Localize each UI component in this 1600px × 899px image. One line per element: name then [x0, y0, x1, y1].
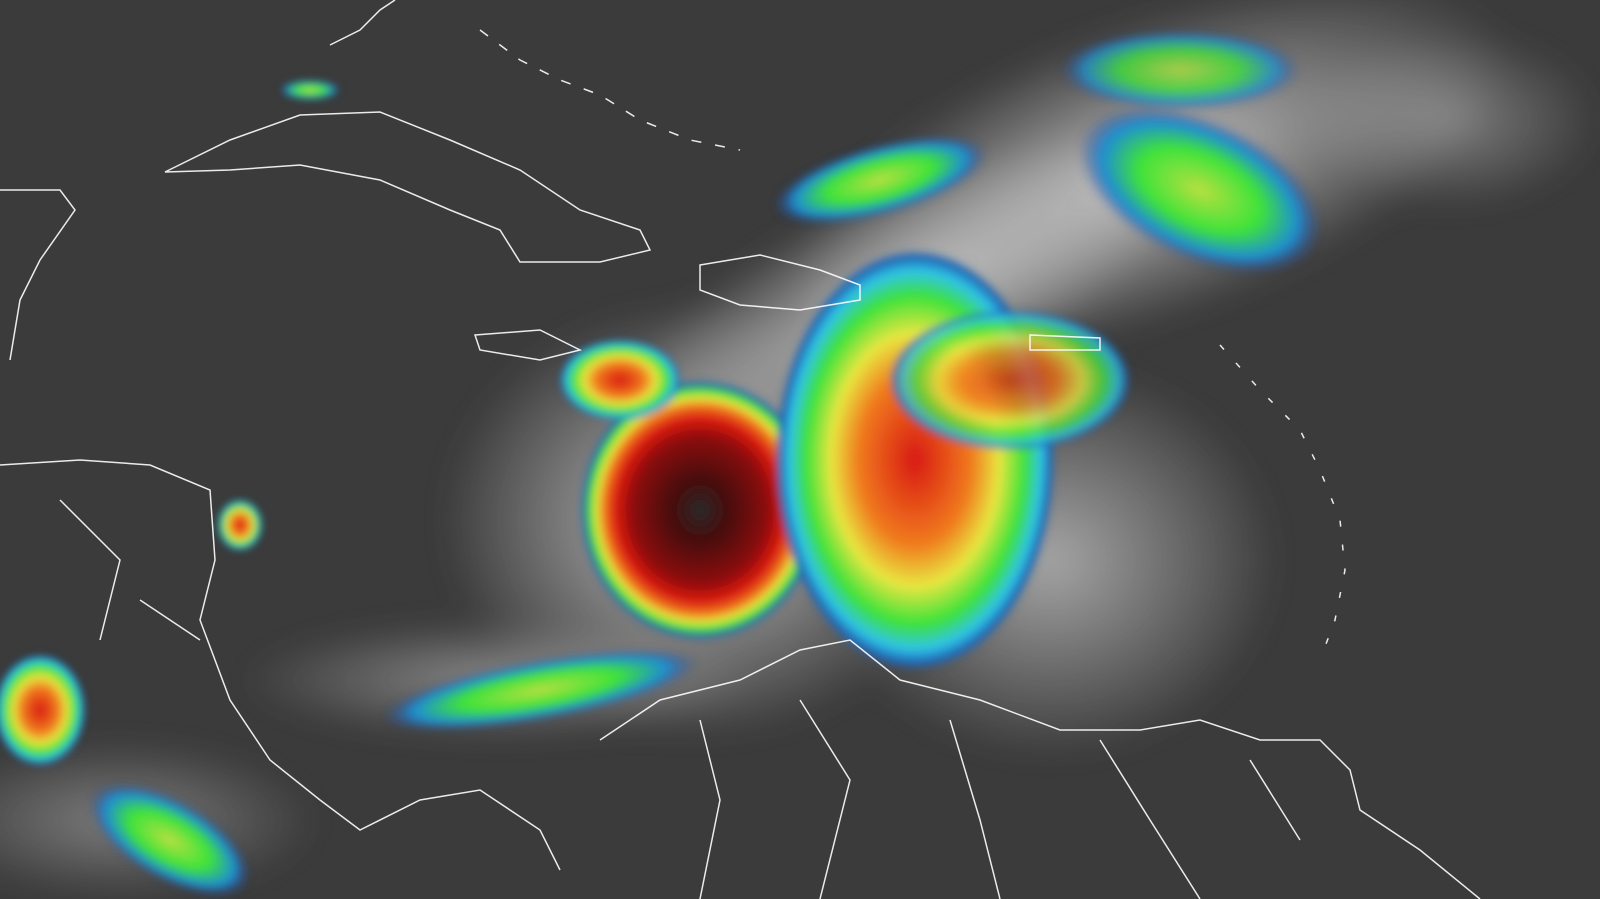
jamaica-outline [473, 329, 583, 361]
florida-outline [329, 0, 396, 46]
hurricane-core [580, 380, 820, 640]
cuba-outline [164, 111, 652, 263]
central-america-outline [0, 459, 561, 871]
south-america-coast [599, 639, 1481, 899]
bahamas [479, 29, 741, 151]
storm-cells [0, 30, 1322, 897]
country-borders [0, 0, 1481, 899]
yucatan-outline [0, 189, 76, 361]
hispaniola-outline [699, 254, 861, 311]
puerto-rico-outline [1029, 334, 1101, 351]
